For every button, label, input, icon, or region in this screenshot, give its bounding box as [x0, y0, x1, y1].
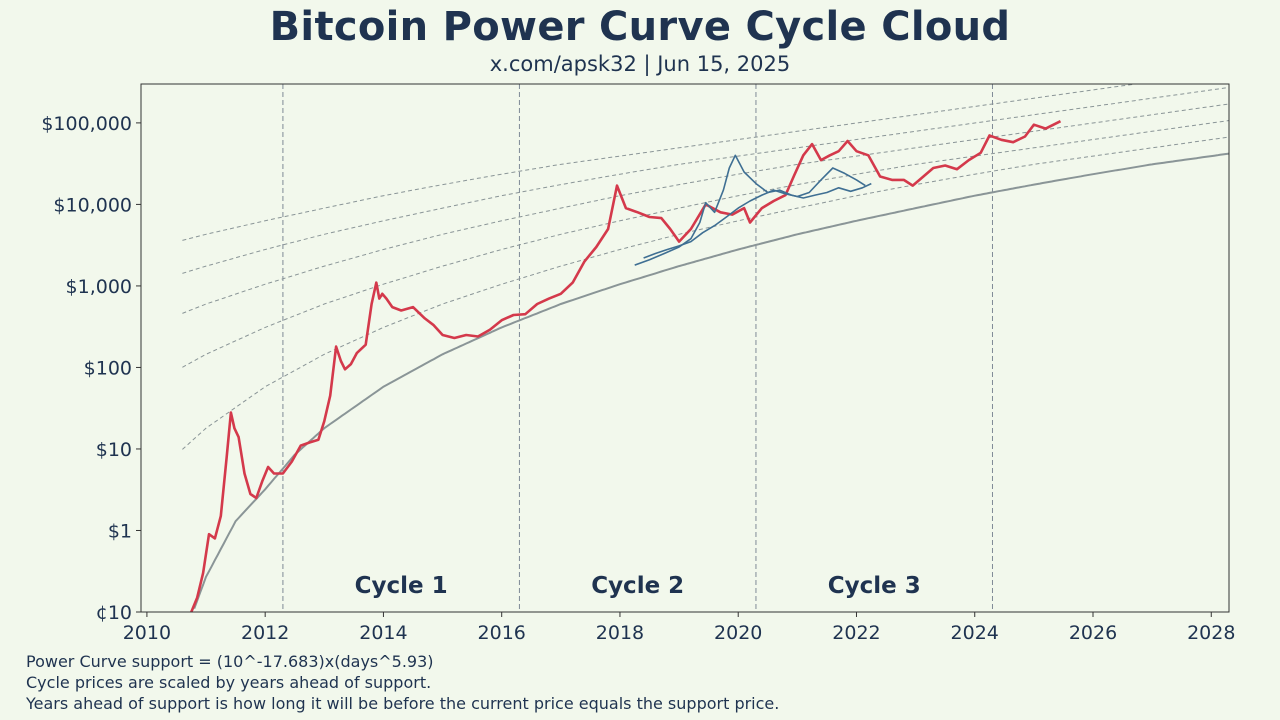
x-tick-label-2026: 2026 [1069, 622, 1117, 644]
price-series-line [190, 120, 1062, 612]
footnote-formula: Power Curve support = (10^-17.683)x(days… [26, 652, 434, 671]
support-curve [193, 152, 1229, 609]
cycle-overlay-line-1 [634, 154, 872, 266]
x-tick-label-2028: 2028 [1187, 622, 1235, 644]
footnotes: Power Curve support = (10^-17.683)x(days… [26, 651, 779, 714]
y-tick-label-5: $10,000 [53, 194, 132, 216]
y-tick-label-2: $10 [96, 439, 132, 461]
y-tick-label-3: $100 [84, 357, 132, 379]
y-tick-label-6: $100,000 [41, 113, 132, 135]
y-tick-label-1: $1 [108, 520, 132, 542]
axes: 2010 2012 2014 2016 2018 2020 2022 2024 2026 2028… [41, 83, 1235, 644]
cloud-line-2 [182, 120, 1229, 368]
x-tick-label-2024: 2024 [951, 622, 999, 644]
cloud-line-5 [182, 84, 1139, 241]
cycle-label-2: Cycle 2 [591, 573, 684, 599]
x-tick-label-2018: 2018 [596, 622, 644, 644]
cycle-label-3: Cycle 3 [828, 573, 921, 599]
x-tick-label-2012: 2012 [241, 622, 289, 644]
cloud-line-1 [182, 136, 1229, 450]
chart-title: Bitcoin Power Curve Cycle Cloud [269, 4, 1011, 50]
chart-subtitle: x.com/apsk32 | Jun 15, 2025 [489, 52, 791, 76]
footnote-definition: Years ahead of support is how long it wi… [26, 694, 780, 713]
x-tick-label-2014: 2014 [359, 622, 407, 644]
x-tick-label-2022: 2022 [832, 622, 880, 644]
footnote-scaling: Cycle prices are scaled by years ahead o… [26, 673, 432, 692]
cycle-label-1: Cycle 1 [355, 573, 448, 599]
x-tick-label-2010: 2010 [123, 622, 171, 644]
y-tick-label-0: ¢10 [96, 602, 132, 624]
x-tick-label-2016: 2016 [478, 622, 526, 644]
plot-frame [140, 83, 1230, 613]
y-tick-label-4: $1,000 [66, 276, 132, 298]
cloud-line-4 [182, 86, 1229, 274]
cloud-line-3 [182, 103, 1229, 314]
plot-area: Cycle 1 Cycle 2 Cycle 3 [182, 84, 1229, 612]
cycle-overlay-line-2 [643, 167, 866, 259]
x-tick-label-2020: 2020 [714, 622, 762, 644]
